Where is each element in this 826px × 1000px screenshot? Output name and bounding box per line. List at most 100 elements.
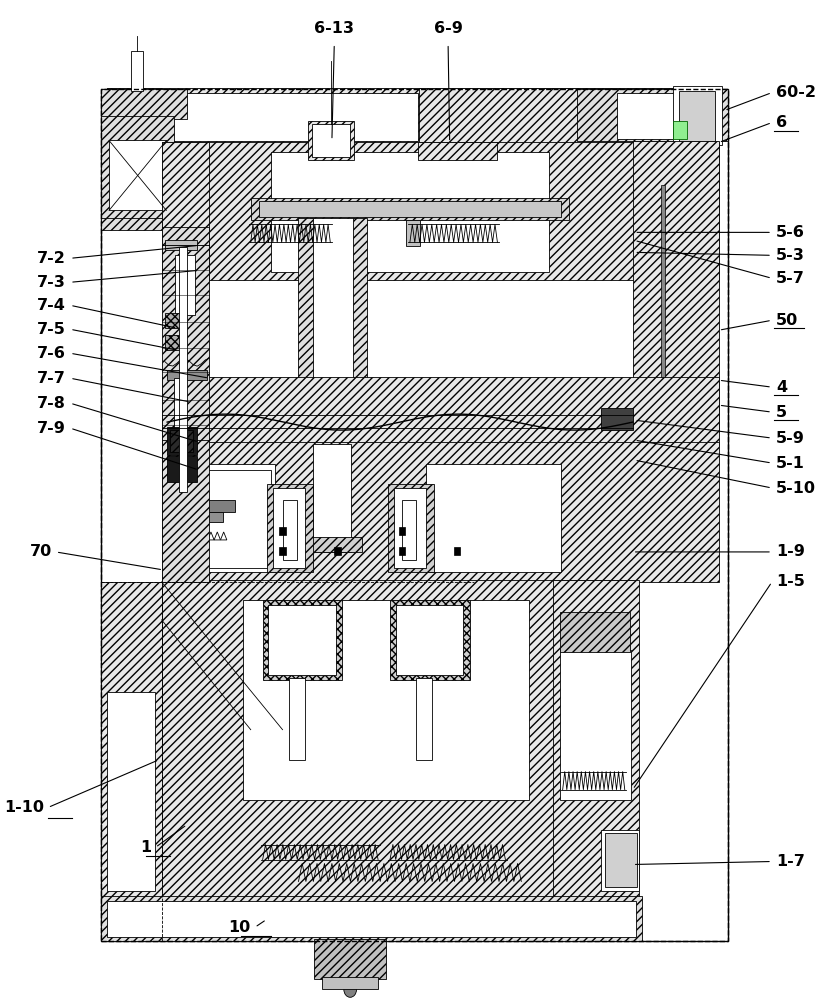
Text: 5-9: 5-9 xyxy=(776,431,805,446)
Bar xyxy=(167,427,197,455)
Text: 7-9: 7-9 xyxy=(37,421,66,436)
Bar xyxy=(109,140,166,210)
Circle shape xyxy=(294,736,300,744)
Bar xyxy=(243,600,529,800)
Bar xyxy=(107,901,636,937)
Text: 6-13: 6-13 xyxy=(314,21,354,36)
Bar xyxy=(263,600,342,680)
Text: 70: 70 xyxy=(30,544,52,559)
Bar xyxy=(101,582,164,899)
Bar xyxy=(101,89,729,941)
Bar xyxy=(169,430,193,452)
Bar xyxy=(617,93,696,139)
Bar xyxy=(302,537,362,552)
Bar xyxy=(173,378,183,430)
Bar xyxy=(268,605,336,675)
Bar xyxy=(167,370,207,380)
Bar xyxy=(394,488,426,568)
Text: 5-10: 5-10 xyxy=(776,481,816,496)
Text: 1-9: 1-9 xyxy=(776,544,805,559)
Polygon shape xyxy=(162,582,235,750)
Bar xyxy=(267,484,313,572)
Bar xyxy=(322,220,337,246)
Bar xyxy=(553,580,639,899)
Bar xyxy=(107,88,162,145)
Bar xyxy=(322,977,378,989)
Bar xyxy=(191,500,235,512)
Bar xyxy=(101,118,164,145)
Circle shape xyxy=(287,534,294,542)
Bar xyxy=(179,247,187,492)
Bar xyxy=(601,408,633,430)
Bar xyxy=(387,484,434,572)
Bar xyxy=(679,91,715,140)
Bar xyxy=(406,220,420,246)
Text: 7-4: 7-4 xyxy=(37,298,66,313)
Bar xyxy=(101,218,174,230)
Text: 5-3: 5-3 xyxy=(776,248,805,263)
Circle shape xyxy=(421,736,427,744)
Text: 5-6: 5-6 xyxy=(776,225,805,240)
Circle shape xyxy=(421,721,427,729)
Polygon shape xyxy=(214,532,221,540)
Bar xyxy=(601,830,639,891)
Bar xyxy=(559,650,631,800)
Bar xyxy=(289,678,305,760)
Bar xyxy=(335,547,340,555)
Bar xyxy=(187,464,274,572)
Bar xyxy=(107,692,155,891)
Text: 50: 50 xyxy=(776,313,798,328)
Bar xyxy=(273,488,305,568)
Bar xyxy=(162,442,719,582)
Bar xyxy=(661,185,666,425)
Text: 1-7: 1-7 xyxy=(776,854,805,869)
Bar xyxy=(162,227,209,582)
Text: 1-10: 1-10 xyxy=(4,800,44,815)
Bar xyxy=(162,408,189,430)
Bar xyxy=(672,121,687,139)
Bar xyxy=(162,377,719,445)
Text: 1-5: 1-5 xyxy=(776,574,805,589)
Bar xyxy=(426,464,561,572)
Bar xyxy=(418,142,497,160)
Bar xyxy=(420,88,696,145)
Bar xyxy=(271,152,549,272)
Circle shape xyxy=(294,721,300,729)
Bar xyxy=(191,470,271,568)
Text: 4: 4 xyxy=(776,380,787,395)
Text: 7-7: 7-7 xyxy=(37,371,66,386)
Text: 5-7: 5-7 xyxy=(776,271,805,286)
Bar xyxy=(162,142,209,280)
Polygon shape xyxy=(202,532,208,540)
Bar xyxy=(164,313,183,328)
Bar xyxy=(312,124,350,157)
Bar xyxy=(453,547,460,555)
Text: 5: 5 xyxy=(776,405,787,420)
Bar xyxy=(279,527,286,535)
Bar xyxy=(162,580,633,899)
Circle shape xyxy=(421,721,427,729)
Bar xyxy=(279,547,286,555)
Text: 1: 1 xyxy=(140,840,151,855)
Text: 6-9: 6-9 xyxy=(434,21,463,36)
Bar xyxy=(131,51,143,91)
Bar xyxy=(402,500,416,560)
Bar xyxy=(399,547,405,555)
Circle shape xyxy=(294,721,300,729)
Text: 7-8: 7-8 xyxy=(37,396,66,411)
Bar xyxy=(672,86,722,145)
Bar xyxy=(399,527,405,535)
Circle shape xyxy=(421,736,427,744)
Bar xyxy=(298,218,313,382)
Text: 7-6: 7-6 xyxy=(37,346,66,361)
Bar xyxy=(416,678,432,760)
Bar xyxy=(101,896,643,941)
Circle shape xyxy=(406,534,413,542)
Bar xyxy=(175,255,195,315)
Text: 7-5: 7-5 xyxy=(37,322,66,337)
Bar xyxy=(577,89,729,140)
Bar xyxy=(311,218,354,382)
Polygon shape xyxy=(195,532,202,540)
Text: 10: 10 xyxy=(229,920,251,935)
Polygon shape xyxy=(208,532,214,540)
